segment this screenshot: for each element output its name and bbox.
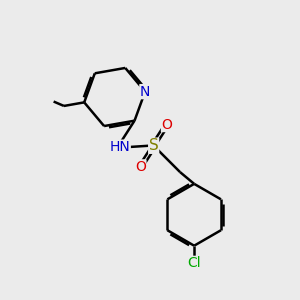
Text: N: N	[140, 85, 150, 99]
Text: O: O	[161, 118, 172, 131]
Text: HN: HN	[110, 140, 130, 154]
Text: S: S	[149, 138, 159, 153]
Text: Cl: Cl	[188, 256, 201, 270]
Text: O: O	[135, 160, 146, 174]
